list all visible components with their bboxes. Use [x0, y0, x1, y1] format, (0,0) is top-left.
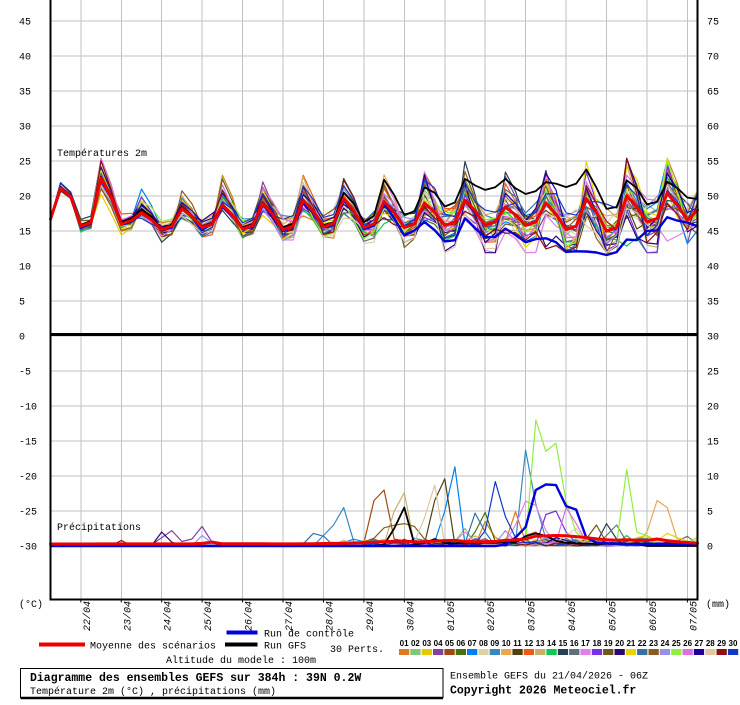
svg-text:30: 30 — [19, 123, 31, 134]
svg-text:40: 40 — [19, 53, 31, 64]
svg-text:04: 04 — [434, 639, 443, 648]
svg-text:01/05: 01/05 — [446, 601, 458, 631]
svg-text:Température 2m (°C) , précipit: Température 2m (°C) , précipitations (mm… — [30, 686, 276, 698]
svg-text:30: 30 — [729, 639, 738, 648]
svg-text:10: 10 — [19, 263, 31, 274]
svg-text:75: 75 — [707, 18, 719, 29]
svg-text:(°C): (°C) — [19, 599, 43, 611]
svg-text:0: 0 — [19, 333, 25, 344]
svg-text:Altitude du modele : 100m: Altitude du modele : 100m — [166, 655, 316, 667]
svg-text:Températures 2m: Températures 2m — [57, 148, 147, 160]
svg-text:50: 50 — [707, 193, 719, 204]
svg-text:12: 12 — [524, 639, 533, 648]
svg-text:13: 13 — [536, 639, 545, 648]
svg-text:10: 10 — [707, 473, 719, 484]
svg-text:22/04: 22/04 — [82, 601, 94, 631]
svg-text:04/05: 04/05 — [567, 601, 579, 631]
svg-text:35: 35 — [707, 298, 719, 309]
svg-text:Ensemble GEFS du 21/04/2026 -: Ensemble GEFS du 21/04/2026 - 06Z — [450, 671, 648, 683]
svg-text:03: 03 — [422, 639, 431, 648]
svg-text:26: 26 — [683, 639, 692, 648]
svg-text:-20: -20 — [19, 473, 37, 484]
svg-text:24: 24 — [660, 639, 669, 648]
svg-text:Diagramme des ensembles GEFS s: Diagramme des ensembles GEFS sur 384h : … — [30, 672, 361, 685]
svg-text:60: 60 — [707, 123, 719, 134]
svg-text:30: 30 — [707, 333, 719, 344]
svg-text:23: 23 — [649, 639, 658, 648]
svg-text:27/04: 27/04 — [284, 601, 296, 631]
svg-text:Moyenne des scénarios: Moyenne des scénarios — [90, 641, 216, 653]
svg-text:02/05: 02/05 — [486, 601, 498, 631]
svg-text:Précipitations: Précipitations — [57, 522, 141, 534]
svg-text:25: 25 — [707, 368, 719, 379]
svg-text:07: 07 — [468, 639, 477, 648]
svg-text:20: 20 — [19, 193, 31, 204]
svg-text:45: 45 — [707, 228, 719, 239]
svg-text:28/04: 28/04 — [325, 601, 337, 631]
svg-text:16: 16 — [570, 639, 579, 648]
svg-text:5: 5 — [707, 508, 713, 519]
svg-text:29/04: 29/04 — [365, 601, 377, 631]
svg-text:01: 01 — [400, 639, 409, 648]
svg-text:30 Perts.: 30 Perts. — [330, 645, 384, 656]
svg-text:23/04: 23/04 — [122, 601, 134, 631]
svg-text:35: 35 — [19, 88, 31, 99]
svg-text:65: 65 — [707, 88, 719, 99]
svg-text:07/05: 07/05 — [688, 601, 700, 631]
svg-text:15: 15 — [707, 438, 719, 449]
svg-text:25/04: 25/04 — [203, 601, 215, 631]
svg-text:09: 09 — [490, 639, 499, 648]
svg-text:05: 05 — [445, 639, 454, 648]
svg-text:26/04: 26/04 — [244, 601, 256, 631]
svg-text:15: 15 — [558, 639, 567, 648]
svg-text:27: 27 — [694, 639, 703, 648]
svg-text:-30: -30 — [19, 543, 37, 554]
svg-text:(mm): (mm) — [706, 599, 730, 611]
svg-text:24/04: 24/04 — [163, 601, 175, 631]
svg-text:70: 70 — [707, 53, 719, 64]
svg-text:22: 22 — [638, 639, 647, 648]
svg-text:03/05: 03/05 — [527, 601, 539, 631]
svg-text:Copyright 2026 Meteociel.fr: Copyright 2026 Meteociel.fr — [450, 685, 636, 698]
svg-text:02: 02 — [411, 639, 420, 648]
svg-text:Run de contrôle: Run de contrôle — [264, 629, 354, 641]
svg-text:Run GFS: Run GFS — [264, 642, 306, 653]
svg-text:28: 28 — [706, 639, 715, 648]
svg-text:55: 55 — [707, 158, 719, 169]
svg-text:14: 14 — [547, 639, 556, 648]
svg-text:40: 40 — [707, 263, 719, 274]
svg-text:10: 10 — [502, 639, 511, 648]
svg-text:06/05: 06/05 — [648, 601, 660, 631]
svg-text:15: 15 — [19, 228, 31, 239]
svg-text:21: 21 — [626, 639, 635, 648]
svg-text:25: 25 — [19, 158, 31, 169]
svg-text:06: 06 — [456, 639, 465, 648]
svg-text:18: 18 — [592, 639, 601, 648]
svg-text:-15: -15 — [19, 438, 37, 449]
svg-text:29: 29 — [717, 639, 726, 648]
svg-text:45: 45 — [19, 18, 31, 29]
svg-text:20: 20 — [707, 403, 719, 414]
svg-text:11: 11 — [513, 639, 522, 648]
svg-text:-25: -25 — [19, 508, 37, 519]
svg-text:0: 0 — [707, 543, 713, 554]
svg-text:20: 20 — [615, 639, 624, 648]
svg-text:05/05: 05/05 — [608, 601, 620, 631]
svg-text:30/04: 30/04 — [405, 601, 417, 631]
svg-text:17: 17 — [581, 639, 590, 648]
svg-text:19: 19 — [604, 639, 613, 648]
svg-text:08: 08 — [479, 639, 488, 648]
svg-text:5: 5 — [19, 298, 25, 309]
svg-text:-5: -5 — [19, 368, 31, 379]
svg-text:25: 25 — [672, 639, 681, 648]
svg-text:-10: -10 — [19, 403, 37, 414]
